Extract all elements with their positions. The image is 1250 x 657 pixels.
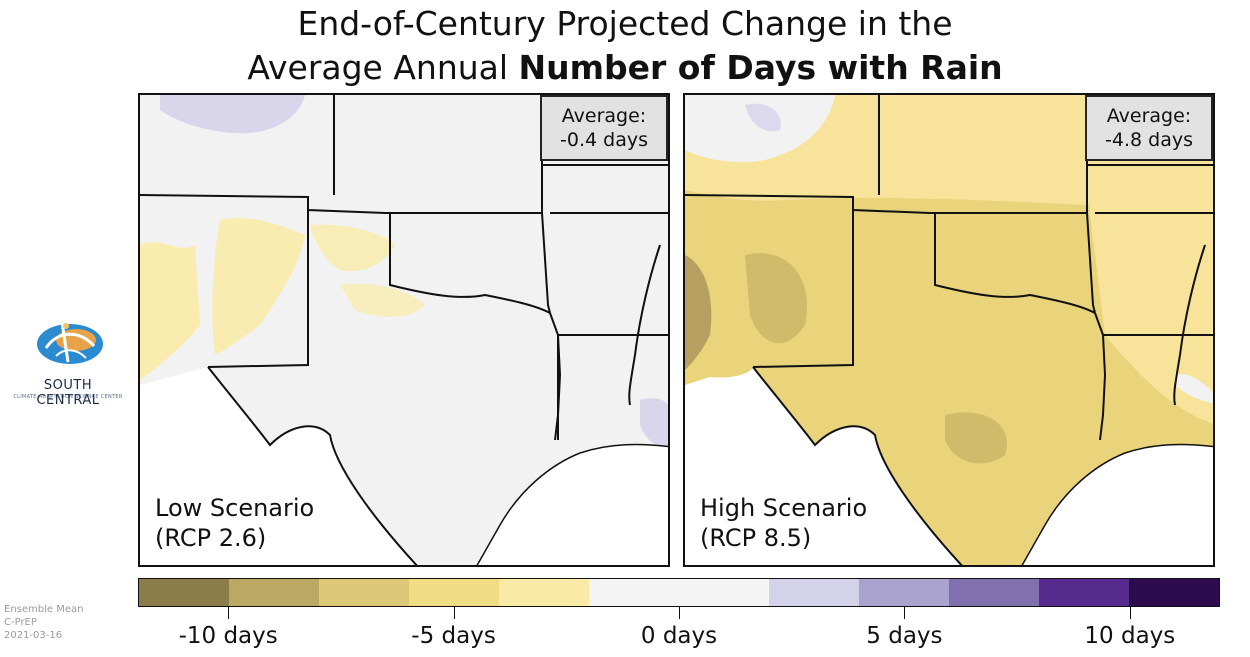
title-bold-text: Number of Days with Rain [518,48,1003,87]
legend-color-segment [679,579,769,606]
legend-tick-label: -5 days [411,623,496,649]
average-box-low: Average: -0.4 days [540,95,668,161]
dark-patch-central-texas [945,412,1007,464]
legend-tick [453,607,455,619]
mexico-region [685,367,962,565]
legend-color-segment [229,579,319,606]
legend-color-segment [1039,579,1129,606]
legend-tick [228,607,230,619]
mexico-region [140,367,417,565]
footer-line3: 2021-03-16 [4,630,63,641]
scenario-code: (RCP 8.5) [700,524,812,552]
footer-line2: C-PrEP [4,617,37,628]
legend-color-segment [319,579,409,606]
legend-color-segment [589,579,679,606]
dark-patch-nm [745,253,807,344]
footer-line1: Ensemble Mean [4,604,84,615]
light-patch-east [1090,165,1213,424]
coastline [476,443,668,565]
average-label: Average: [561,105,647,127]
legend-color-segment [409,579,499,606]
legend-tick-label: 10 days [1084,623,1176,649]
logo-icon [37,321,103,364]
high-scenario-map-panel: Average: -4.8 days High Scenario (RCP 8.… [683,93,1215,567]
neutral-patch-colorado [685,95,835,162]
scenario-label-high: High Scenario (RCP 8.5) [700,493,867,553]
average-value: -0.4 days [560,129,648,151]
dry-patch-nm-west [140,242,200,380]
scenario-label-low: Low Scenario (RCP 2.6) [155,493,314,553]
average-value: -4.8 days [1105,129,1193,151]
chart-title-line1: End-of-Century Projected Change in the [297,4,953,43]
average-box-high: Average: -4.8 days [1085,95,1213,161]
legend-color-segment [769,579,859,606]
wet-patch-colorado [160,95,305,134]
dry-patch-panhandle [310,224,395,272]
dark-patch-west [685,255,712,370]
legend-color-segment [859,579,949,606]
legend-tick-label: 0 days [640,623,718,649]
dry-patch-nm-central [212,217,305,355]
wet-patch-louisiana [640,398,668,447]
low-scenario-map [140,95,668,565]
legend-color-segment [1129,579,1219,606]
gulf-water [477,444,668,565]
title-normal-text: Average Annual [247,48,519,87]
logo-name: SOUTH CENTRAL [36,378,100,408]
legend-tick [904,607,906,619]
legend-tick [679,607,680,619]
chart-title-line2: Average Annual Number of Days with Rain [0,48,1250,88]
legend-colorbar [138,578,1220,607]
high-scenario-map [685,95,1213,565]
legend-tick [1129,607,1131,619]
legend-tick-label: 5 days [866,623,943,649]
wet-patch-colorado [745,103,781,132]
legend-color-segment [139,579,229,606]
scenario-name: High Scenario [700,494,868,522]
dry-patch-north-texas [340,283,425,317]
legend-tick-label: -10 days [178,623,278,649]
legend-color-segment [499,579,589,606]
scenario-code: (RCP 2.6) [155,524,267,552]
average-label: Average: [1106,105,1192,127]
neutral-patch-coast [1175,374,1213,404]
gulf-water [1022,444,1213,565]
state-borders [685,95,1213,565]
scenario-name: Low Scenario [155,494,315,522]
coastline [1021,443,1213,565]
logo-subtitle: CLIMATE ADAPTATION SCIENCE CENTER [13,394,123,400]
legend-color-segment [949,579,1039,606]
low-scenario-map-panel: Average: -0.4 days Low Scenario (RCP 2.6… [138,93,670,567]
